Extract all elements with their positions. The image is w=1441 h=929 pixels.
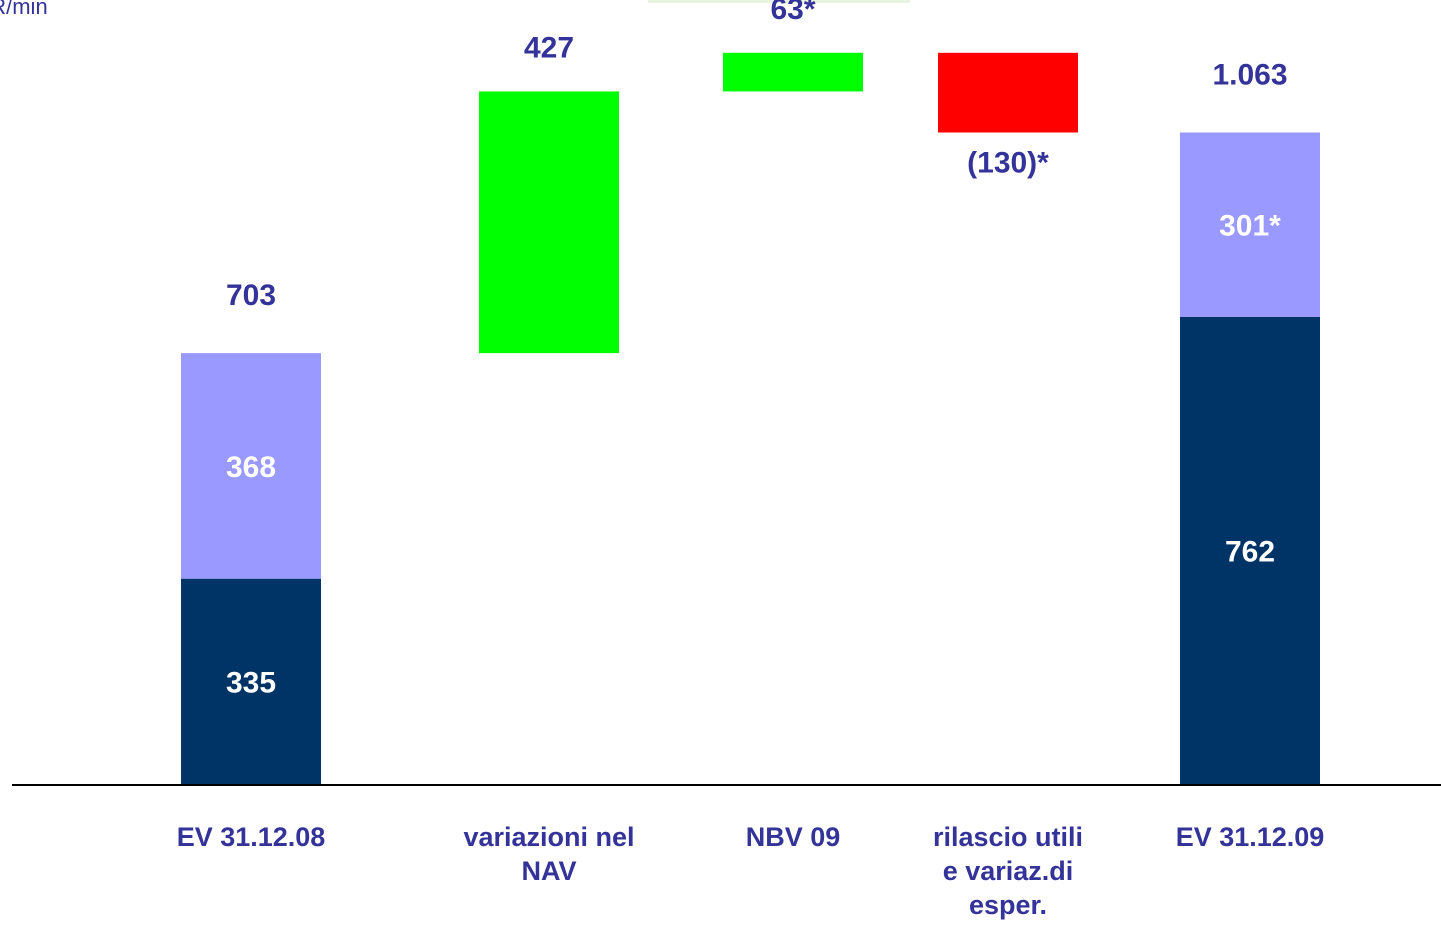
- floating-bar: [723, 52, 863, 92]
- data-label: 762: [1225, 535, 1275, 568]
- bar-segment: [181, 578, 321, 784]
- bar-segment: [181, 353, 321, 579]
- data-label: 368: [226, 451, 276, 484]
- bar-segment: [1180, 316, 1320, 784]
- category-label: EV 31.12.08: [176, 822, 326, 852]
- total-label: 703: [226, 279, 276, 312]
- data-label: 335: [226, 666, 276, 699]
- category-label: variazioni nel NAV: [463, 822, 635, 886]
- category-label: NBV 09: [745, 822, 841, 852]
- category-label: rilascio utili e variaz.di esper.: [932, 822, 1084, 920]
- total-label: 1.063: [1212, 58, 1287, 91]
- data-label: 427: [524, 31, 574, 64]
- data-label: 301*: [1219, 210, 1281, 243]
- floating-bar: [479, 91, 619, 354]
- top-decoration: [648, 0, 910, 3]
- unit-label: 0R/min: [0, 0, 48, 19]
- bar-segment: [1180, 132, 1320, 317]
- data-label: 63*: [770, 0, 815, 26]
- category-label: EV 31.12.09: [1175, 822, 1325, 852]
- data-label: (130)*: [967, 146, 1049, 179]
- floating-bar: [938, 52, 1078, 133]
